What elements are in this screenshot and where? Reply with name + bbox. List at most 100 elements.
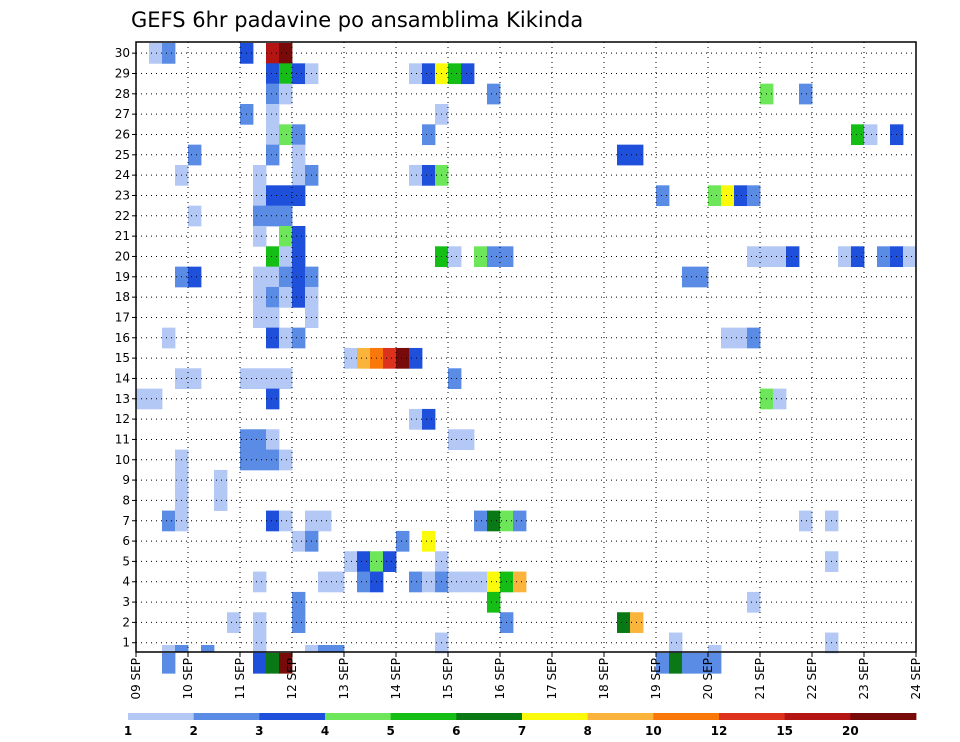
heatmap-cell <box>279 368 293 390</box>
heatmap-cell <box>708 652 722 674</box>
heatmap-cell <box>266 103 280 125</box>
heatmap-cell <box>266 246 280 268</box>
heatmap-cell <box>396 530 410 552</box>
heatmap-cell <box>487 591 501 613</box>
legend-swatch <box>325 713 392 720</box>
heatmap-cell <box>227 612 241 633</box>
heatmap-cell <box>747 185 761 207</box>
plot-frame <box>135 41 917 653</box>
heatmap-cell <box>253 632 267 654</box>
y-tick-label: 25 <box>115 148 130 162</box>
legend-swatch <box>128 713 195 720</box>
heatmap-cell <box>487 83 501 105</box>
y-tick-label: 4 <box>122 575 130 589</box>
legend-swatch <box>850 713 917 720</box>
heatmap-cell <box>188 266 202 288</box>
heatmap-cell <box>253 571 267 593</box>
heatmap-cell <box>292 286 306 308</box>
y-tick-label: 29 <box>115 67 130 81</box>
heatmap-cell <box>266 43 280 64</box>
y-tick-label: 18 <box>115 290 130 304</box>
heatmap-cell <box>292 144 306 166</box>
heatmap-cell <box>253 225 267 247</box>
x-tick-label: 21 SEP <box>753 658 767 700</box>
heatmap-cell <box>448 429 462 450</box>
y-tick-label: 7 <box>122 514 130 528</box>
y-tick-label: 27 <box>115 107 130 121</box>
heatmap-cell <box>734 185 748 207</box>
legend-label: 20 <box>842 724 859 738</box>
heatmap-cell <box>474 246 488 268</box>
heatmap-cell <box>266 266 280 288</box>
heatmap-cell <box>279 246 293 268</box>
y-tick-label: 22 <box>115 209 130 223</box>
heatmap-cell <box>253 368 267 390</box>
heatmap-cell <box>266 652 280 674</box>
heatmap-cell <box>773 246 787 268</box>
heatmap-cell <box>396 347 410 369</box>
y-tick-label: 16 <box>115 331 130 345</box>
heatmap-cell <box>201 645 215 652</box>
heatmap-cell <box>669 632 683 654</box>
grid-lines <box>136 42 916 652</box>
heatmap-cell <box>851 124 865 146</box>
heatmap-cell <box>266 63 280 85</box>
chart-title: GEFS 6hr padavine po ansamblima Kikinda <box>131 8 583 32</box>
y-tick-label: 20 <box>115 249 130 263</box>
heatmap-cell <box>682 652 696 674</box>
legend-label: 6 <box>452 724 460 738</box>
heatmap-cell <box>149 388 163 410</box>
heatmap-cell <box>357 571 371 593</box>
y-tick-label: 6 <box>122 534 130 548</box>
legend-swatch <box>719 713 786 720</box>
heatmap-cell <box>292 612 306 633</box>
legend-swatch <box>653 713 720 720</box>
legend-swatch <box>522 713 589 720</box>
heatmap-cell <box>383 347 397 369</box>
heatmap-cell <box>188 144 202 166</box>
heatmap-cell <box>474 510 488 532</box>
x-tick-label: 14 SEP <box>389 658 403 700</box>
heatmap-cell <box>422 571 436 593</box>
heatmap-cell <box>279 43 293 64</box>
legend-swatch <box>784 713 851 720</box>
heatmap-cell <box>448 246 462 268</box>
heatmap-cell <box>721 327 735 349</box>
heatmap-cell <box>422 530 436 552</box>
heatmap-cell <box>266 429 280 450</box>
heatmap-cell <box>253 652 267 674</box>
heatmap-cell <box>864 124 878 146</box>
legend-label: 3 <box>255 724 263 738</box>
x-tick-label: 10 SEP <box>181 658 195 700</box>
x-tick-label: 13 SEP <box>337 658 351 700</box>
legend-label: 4 <box>321 724 329 738</box>
heatmap-cell <box>292 185 306 207</box>
heatmap-cell <box>292 63 306 85</box>
heatmap-cell <box>162 645 176 652</box>
heatmap-cell <box>253 164 267 186</box>
heatmap-cell <box>279 124 293 146</box>
heatmap-cell <box>253 307 267 329</box>
heatmap-cell <box>253 429 267 450</box>
heatmap-cell <box>136 388 150 410</box>
heatmap-cell <box>344 551 358 572</box>
legend-label: 8 <box>583 724 591 738</box>
legend-swatch <box>390 713 457 720</box>
legend-label: 5 <box>386 724 394 738</box>
legend-label: 2 <box>189 724 197 738</box>
heatmap-cell <box>266 205 280 227</box>
heatmap-cell <box>318 645 332 652</box>
y-tick-label: 14 <box>115 371 130 385</box>
heatmap-cell <box>383 551 397 572</box>
heatmap-cell <box>331 571 345 593</box>
heatmap-cell <box>838 246 852 268</box>
legend-label: 15 <box>776 724 793 738</box>
heatmap-cell <box>279 652 293 674</box>
heatmap-cell <box>695 652 709 674</box>
y-tick-label: 9 <box>122 473 130 487</box>
legend-label: 10 <box>645 724 662 738</box>
heatmap-cell <box>461 63 475 85</box>
y-tick-label: 12 <box>115 412 130 426</box>
heatmap-cell <box>617 612 631 633</box>
heatmap-cell <box>266 327 280 349</box>
